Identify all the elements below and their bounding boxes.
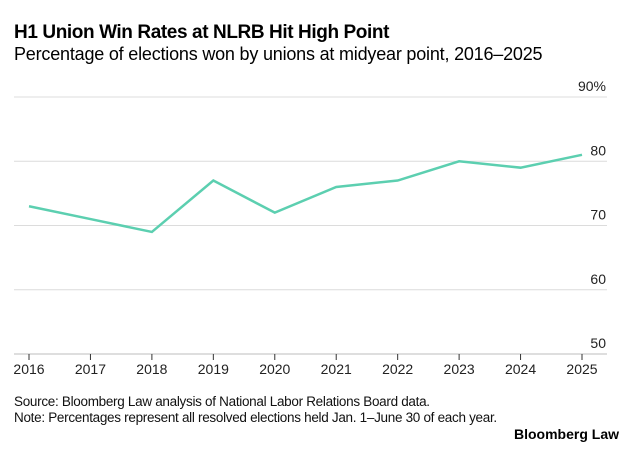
x-tick-label: 2018 bbox=[136, 361, 167, 377]
x-tick-label: 2022 bbox=[382, 361, 413, 377]
x-axis: 2016 2017 2018 2019 2020 2021 2022 2023 2024 2025 bbox=[13, 354, 598, 377]
series-lines bbox=[28, 153, 583, 234]
chart-subtitle: Percentage of elections won by unions at… bbox=[14, 44, 543, 64]
series-line bbox=[28, 153, 583, 234]
x-tick-label: 2020 bbox=[259, 361, 290, 377]
x-tick-label: 2019 bbox=[198, 361, 229, 377]
x-tick-label: 2021 bbox=[321, 361, 352, 377]
methodology-note: Note: Percentages represent all resolved… bbox=[14, 410, 497, 425]
y-tick-label: 70 bbox=[590, 207, 606, 223]
y-axis-labels: 90% 80 70 60 50 bbox=[578, 78, 606, 351]
line-chart: 90% 80 70 60 50 2016 2017 2018 2019 2020 2021 2022… bbox=[13, 78, 607, 377]
x-tick-label: 2024 bbox=[505, 361, 536, 377]
y-tick-label: 50 bbox=[590, 335, 606, 351]
y-tick-label: 60 bbox=[590, 271, 606, 287]
source-note: Source: Bloomberg Law analysis of Nation… bbox=[14, 394, 430, 409]
y-tick-label: 90% bbox=[578, 78, 606, 94]
x-tick-label: 2025 bbox=[566, 361, 597, 377]
chart-footer: Source: Bloomberg Law analysis of Nation… bbox=[14, 394, 514, 426]
x-tick-label: 2023 bbox=[444, 361, 475, 377]
x-tick-label: 2016 bbox=[13, 361, 44, 377]
brand-logo: Bloomberg Law bbox=[513, 426, 619, 442]
x-tick-label: 2017 bbox=[75, 361, 106, 377]
y-tick-label: 80 bbox=[590, 142, 606, 158]
chart-title: H1 Union Win Rates at NLRB Hit High Poin… bbox=[14, 22, 390, 43]
gridlines bbox=[14, 96, 607, 355]
